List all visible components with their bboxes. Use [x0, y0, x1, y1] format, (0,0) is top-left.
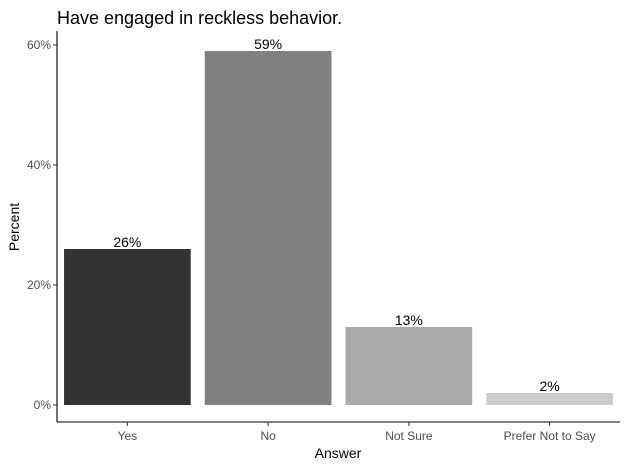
- data-label-yes: 26%: [113, 234, 141, 250]
- x-tick-label-yes: Yes: [118, 429, 138, 443]
- x-axis-title: Answer: [315, 445, 362, 461]
- data-labels-group: 26% 59% 13% 2%: [113, 36, 559, 394]
- x-tick-label-no: No: [260, 429, 276, 443]
- x-tick-label-prefer-not-to-say: Prefer Not to Say: [504, 429, 596, 443]
- bar-not-sure: [345, 327, 473, 405]
- y-tick-label-0: 0%: [34, 398, 52, 412]
- bars-group: [64, 51, 613, 405]
- y-axis-title: Percent: [6, 203, 22, 251]
- x-tick-label-not-sure: Not Sure: [385, 429, 433, 443]
- chart-title: Have engaged in reckless behavior.: [57, 8, 342, 28]
- data-label-not-sure: 13%: [395, 312, 423, 328]
- bar-no: [204, 51, 332, 405]
- data-label-no: 59%: [254, 36, 282, 52]
- y-axis: 0% 20% 40% 60%: [27, 31, 58, 422]
- y-tick-label-40: 40%: [27, 158, 51, 172]
- data-label-prefer-not-to-say: 2%: [540, 378, 560, 394]
- y-tick-label-20: 20%: [27, 278, 51, 292]
- x-axis: Yes No Not Sure Prefer Not to Say: [57, 421, 620, 443]
- bar-prefer-not-to-say: [486, 393, 613, 405]
- y-tick-label-60: 60%: [27, 38, 51, 52]
- bar-yes: [64, 249, 191, 405]
